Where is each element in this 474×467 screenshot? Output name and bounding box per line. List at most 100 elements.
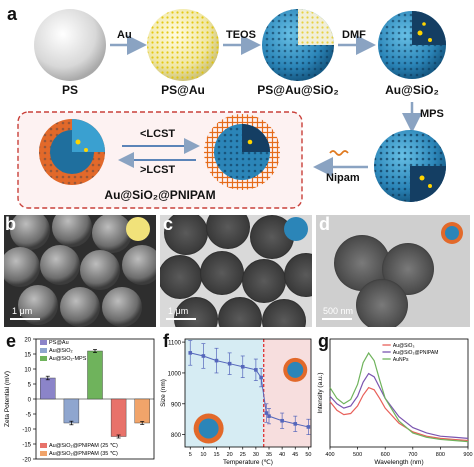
panel-letter-f: f bbox=[163, 331, 169, 351]
series-line-2 bbox=[329, 351, 469, 443]
x-tick-label: 400 bbox=[325, 452, 334, 458]
x-tick-label: 600 bbox=[381, 452, 390, 458]
warm-region bbox=[263, 339, 311, 447]
label-ps: PS bbox=[61, 83, 78, 97]
schematic-svg bbox=[17, 9, 446, 209]
arrow-label-teos: TEOS bbox=[226, 29, 256, 41]
x-tick-label: 40 bbox=[279, 452, 285, 458]
legend-label-1: Au@SiO₃@PNIPAM bbox=[393, 350, 438, 356]
panel-letter-g: g bbox=[318, 331, 329, 351]
data-point-6 bbox=[259, 375, 263, 380]
y-axis-label: Size (nm) bbox=[160, 379, 167, 407]
plot-frame bbox=[184, 338, 312, 448]
x-tick-label: 35 bbox=[266, 452, 272, 458]
x-tick-label: 15 bbox=[213, 452, 219, 458]
label-lt-lcst: <LCST bbox=[140, 128, 176, 140]
swollen-particle-core bbox=[198, 418, 219, 439]
legend-label-0: Au@SiO₃ bbox=[393, 343, 415, 349]
bar-2 bbox=[87, 350, 103, 400]
x-tick-label: 10 bbox=[200, 452, 206, 458]
y-tick-label: 15 bbox=[24, 353, 31, 359]
data-point-5 bbox=[254, 368, 258, 372]
legend-swatch-4 bbox=[40, 451, 47, 456]
y-tick-label: 10 bbox=[24, 368, 31, 374]
arrow-label-dmf: DMF bbox=[342, 29, 366, 41]
legend-swatch-1 bbox=[40, 348, 47, 353]
collapsed-particle-core bbox=[287, 361, 304, 378]
arrow-label-au: Au bbox=[117, 29, 132, 41]
arrow-label-nipam: Nipam bbox=[326, 172, 360, 184]
chart-e-zeta: -20 -15 -10 -5 0 5 10 15 20 Zeta Potential (mV) PS… bbox=[4, 338, 155, 464]
y-tick-label: 800 bbox=[171, 433, 182, 439]
legend-label-3: Au@SiO₂@PNIPAM (25 ℃) bbox=[49, 443, 118, 449]
y-tick-label: 0 bbox=[28, 398, 32, 404]
x-tick-label: 800 bbox=[436, 452, 445, 458]
x-tick-label: 30 bbox=[253, 452, 259, 458]
legend-swatch-3 bbox=[40, 443, 47, 448]
data-point-2 bbox=[214, 358, 219, 363]
x-tick-label: 25 bbox=[240, 452, 246, 458]
data-point-11 bbox=[306, 425, 311, 429]
legend-label-4: Au@SiO₂@PNIPAM (35 ℃) bbox=[49, 451, 118, 457]
y-tick-label: -10 bbox=[22, 428, 31, 434]
x-tick-label: 5 bbox=[189, 452, 192, 458]
legend-swatch-0 bbox=[40, 340, 47, 345]
y-axis-label: Intensity (a.u.) bbox=[317, 372, 324, 413]
label-au-sio2: Au@SiO₂ bbox=[385, 83, 439, 97]
series-line-1 bbox=[329, 372, 469, 439]
panel-letter-b: b bbox=[5, 214, 16, 234]
series-line-0 bbox=[329, 386, 469, 442]
data-point-3 bbox=[227, 361, 232, 366]
scale-bar-c: 1 μm bbox=[168, 306, 189, 316]
scale-bar-d: 500 nm bbox=[323, 306, 354, 316]
y-tick-label: -5 bbox=[26, 413, 32, 419]
label-ps-au-sio2: PS@Au@SiO₂ bbox=[257, 83, 339, 97]
scale-bar-b: 1 μm bbox=[12, 306, 33, 316]
data-point-4 bbox=[240, 364, 245, 369]
bar-1 bbox=[63, 398, 80, 424]
data-point-10 bbox=[293, 422, 298, 426]
data-point-8 bbox=[267, 414, 271, 418]
legend-label-0: PS@Au bbox=[49, 340, 69, 346]
data-point-0 bbox=[188, 351, 193, 355]
panel-letter-a: a bbox=[7, 4, 18, 24]
x-tick-label: 700 bbox=[408, 452, 417, 458]
arrow-label-mps: MPS bbox=[420, 108, 444, 120]
y-tick-label: 900 bbox=[171, 402, 182, 408]
y-tick-label: -15 bbox=[22, 443, 31, 449]
legend-label-1: Au@SiO₂ bbox=[49, 348, 73, 354]
chart-f-size: 800 900 1000 1100 5 10 15 20 25 30 35 40 45 50 Tempera… bbox=[160, 338, 312, 466]
legend-label-2: Au@SiO₂-MPS bbox=[49, 356, 87, 362]
x-tick-label: 50 bbox=[305, 452, 311, 458]
bar-4 bbox=[134, 398, 150, 424]
y-tick-label: 5 bbox=[28, 383, 32, 389]
label-ps-au: PS@Au bbox=[161, 83, 205, 97]
x-axis-label: Wavelength (nm) bbox=[374, 459, 423, 466]
y-tick-label: -20 bbox=[22, 458, 31, 464]
x-tick-label: 20 bbox=[227, 452, 233, 458]
ps-sphere bbox=[34, 9, 106, 81]
chart-g-spectra: 400 500 600 700 800 900 Wavelength (nm) Intensi… bbox=[317, 338, 473, 466]
micrographs-svg bbox=[4, 215, 470, 327]
panel-letter-c: c bbox=[163, 214, 174, 234]
bar-3 bbox=[110, 398, 127, 437]
bar-0 bbox=[40, 377, 56, 400]
data-point-7 bbox=[264, 411, 269, 415]
legend-swatch-2 bbox=[40, 356, 47, 361]
x-axis-label: Temperature (℃) bbox=[223, 459, 273, 466]
label-gt-lcst: >LCST bbox=[140, 164, 176, 176]
size-line bbox=[190, 352, 309, 428]
panel-letter-d: d bbox=[319, 214, 330, 234]
x-tick-label: 500 bbox=[353, 452, 362, 458]
y-tick-label: 1000 bbox=[168, 371, 182, 377]
legend-label-2: AuNPs bbox=[393, 357, 409, 363]
x-tick-label: 45 bbox=[292, 452, 298, 458]
y-axis-label: Zeta Potential (mV) bbox=[4, 371, 11, 427]
x-tick-label: 900 bbox=[463, 452, 472, 458]
plot-frame bbox=[329, 338, 469, 448]
label-product: Au@SiO₂@PNIPAM bbox=[104, 188, 216, 202]
panel-letter-e: e bbox=[6, 331, 17, 351]
data-point-9 bbox=[280, 418, 284, 423]
y-tick-label: 1100 bbox=[168, 341, 182, 347]
y-tick-label: 20 bbox=[24, 338, 31, 344]
